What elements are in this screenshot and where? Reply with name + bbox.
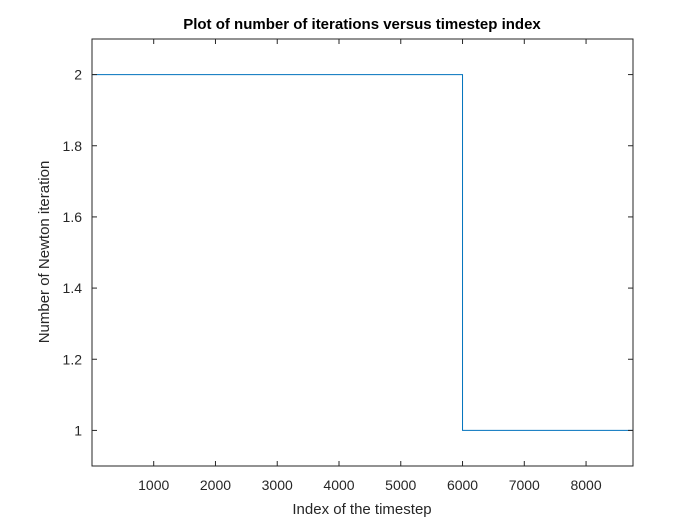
y-tick-label: 2 bbox=[74, 67, 82, 83]
x-tick-label: 2000 bbox=[200, 477, 231, 493]
y-tick-label: 1.2 bbox=[63, 351, 83, 367]
series-line-0 bbox=[92, 74, 633, 431]
series-layer bbox=[92, 74, 633, 431]
chart-title: Plot of number of iterations versus time… bbox=[183, 16, 541, 33]
tick-labels-layer: 1000 2000 3000 4000 5000 6000 7000 8000 1 1.2 1.4 1… bbox=[63, 67, 602, 493]
x-tick-label: 6000 bbox=[447, 477, 478, 493]
y-tick-label: 1.8 bbox=[63, 138, 83, 154]
x-tick-label: 4000 bbox=[323, 477, 354, 493]
y-axis-label: Number of Newton iteration bbox=[36, 161, 53, 344]
x-tick-label: 3000 bbox=[262, 477, 293, 493]
x-tick-label: 5000 bbox=[385, 477, 416, 493]
ticks-layer bbox=[92, 39, 633, 466]
plot-area bbox=[92, 39, 633, 466]
y-tick-label: 1.4 bbox=[63, 280, 83, 296]
axes-box bbox=[91, 38, 634, 467]
y-tick-label: 1.6 bbox=[63, 209, 83, 225]
x-tick-label: 1000 bbox=[138, 477, 169, 493]
y-tick-label: 1 bbox=[74, 422, 82, 438]
x-axis-label: Index of the timestep bbox=[292, 501, 431, 518]
x-tick-label: 8000 bbox=[570, 477, 601, 493]
x-tick-label: 7000 bbox=[509, 477, 540, 493]
